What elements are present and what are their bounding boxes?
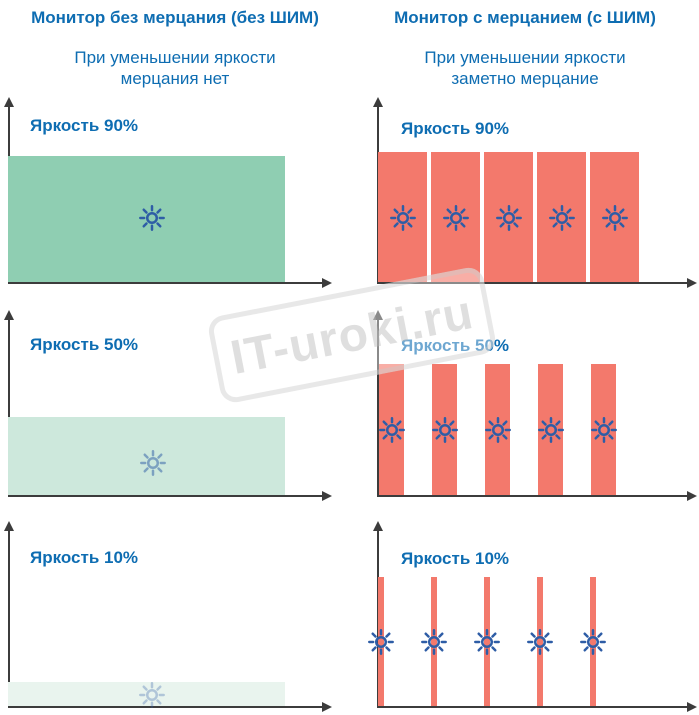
sun-icon: [474, 629, 500, 655]
chart-pwm-90: Яркость 90%: [350, 97, 699, 289]
sun-icon: [602, 205, 628, 231]
y-axis-arrow-icon: [4, 310, 14, 320]
y-axis-arrow-icon: [4, 97, 14, 107]
x-axis: [8, 706, 322, 708]
sun-icon: [496, 205, 522, 231]
brightness-bar: [378, 152, 427, 282]
y-axis-arrow-icon: [373, 310, 383, 320]
x-axis: [377, 495, 687, 497]
brightness-label: Яркость 10%: [401, 549, 510, 568]
brightness-label: Яркость 50%: [401, 336, 510, 355]
chart-no-pwm-50: Яркость 50%: [0, 310, 340, 502]
chart-no-pwm-10: Яркость 10%: [0, 521, 340, 713]
x-axis: [8, 495, 322, 497]
brightness-bar: [537, 152, 586, 282]
brightness-bar: [484, 152, 533, 282]
x-axis-arrow-icon: [322, 491, 332, 501]
sun-icon: [591, 417, 617, 443]
sun-icon: [527, 629, 553, 655]
x-axis: [377, 282, 687, 284]
chart-pwm-10: Яркость 10%: [350, 521, 699, 713]
left-column-title: Монитор без мерцания (без ШИМ): [31, 8, 319, 27]
brightness-label: Яркость 90%: [401, 119, 510, 138]
y-axis-arrow-icon: [373, 97, 383, 107]
sun-icon: [549, 205, 575, 231]
right-subtitle-line2: заметно мерцание: [451, 69, 599, 88]
brightness-bar: [590, 152, 639, 282]
sun-icon: [538, 417, 564, 443]
y-axis: [8, 318, 10, 497]
x-axis-arrow-icon: [322, 278, 332, 288]
brightness-bar: [590, 577, 596, 706]
right-subtitle-line1: При уменьшении яркости: [424, 48, 626, 67]
brightness-bar: [378, 577, 384, 706]
sun-icon: [432, 417, 458, 443]
brightness-bar: [431, 577, 437, 706]
brightness-bar: [484, 577, 490, 706]
right-column-subtitle: При уменьшении яркости заметно мерцание: [350, 47, 699, 89]
brightness-label: Яркость 10%: [30, 548, 139, 567]
left-subtitle-line2: мерцания нет: [120, 69, 230, 88]
sun-icon: [443, 205, 469, 231]
sun-icon: [580, 629, 606, 655]
sun-icon: [140, 450, 166, 476]
y-axis-arrow-icon: [4, 521, 14, 531]
sun-icon: [368, 629, 394, 655]
x-axis: [377, 706, 687, 708]
left-column-subtitle: При уменьшении яркости мерцания нет: [0, 47, 350, 89]
right-column-title: Монитор с мерцанием (с ШИМ): [394, 8, 656, 27]
left-subtitle-line1: При уменьшении яркости: [74, 48, 276, 67]
x-axis-arrow-icon: [322, 702, 332, 712]
x-axis-arrow-icon: [687, 491, 697, 501]
sun-icon: [139, 682, 165, 708]
chart-no-pwm-90: Яркость 90%: [0, 97, 340, 289]
sun-icon: [421, 629, 447, 655]
chart-pwm-50: Яркость 50%: [350, 310, 699, 502]
sun-icon: [390, 205, 416, 231]
sun-icon: [139, 205, 165, 231]
brightness-bar: [537, 577, 543, 706]
y-axis-arrow-icon: [373, 521, 383, 531]
x-axis-arrow-icon: [687, 278, 697, 288]
brightness-bar: [431, 152, 480, 282]
sun-icon: [379, 417, 405, 443]
brightness-label: Яркость 50%: [30, 335, 139, 354]
y-axis: [8, 529, 10, 708]
x-axis-arrow-icon: [687, 702, 697, 712]
sun-icon: [485, 417, 511, 443]
brightness-label: Яркость 90%: [30, 116, 139, 135]
x-axis: [8, 282, 322, 284]
brightness-bar: [8, 682, 285, 706]
y-axis: [377, 318, 379, 497]
